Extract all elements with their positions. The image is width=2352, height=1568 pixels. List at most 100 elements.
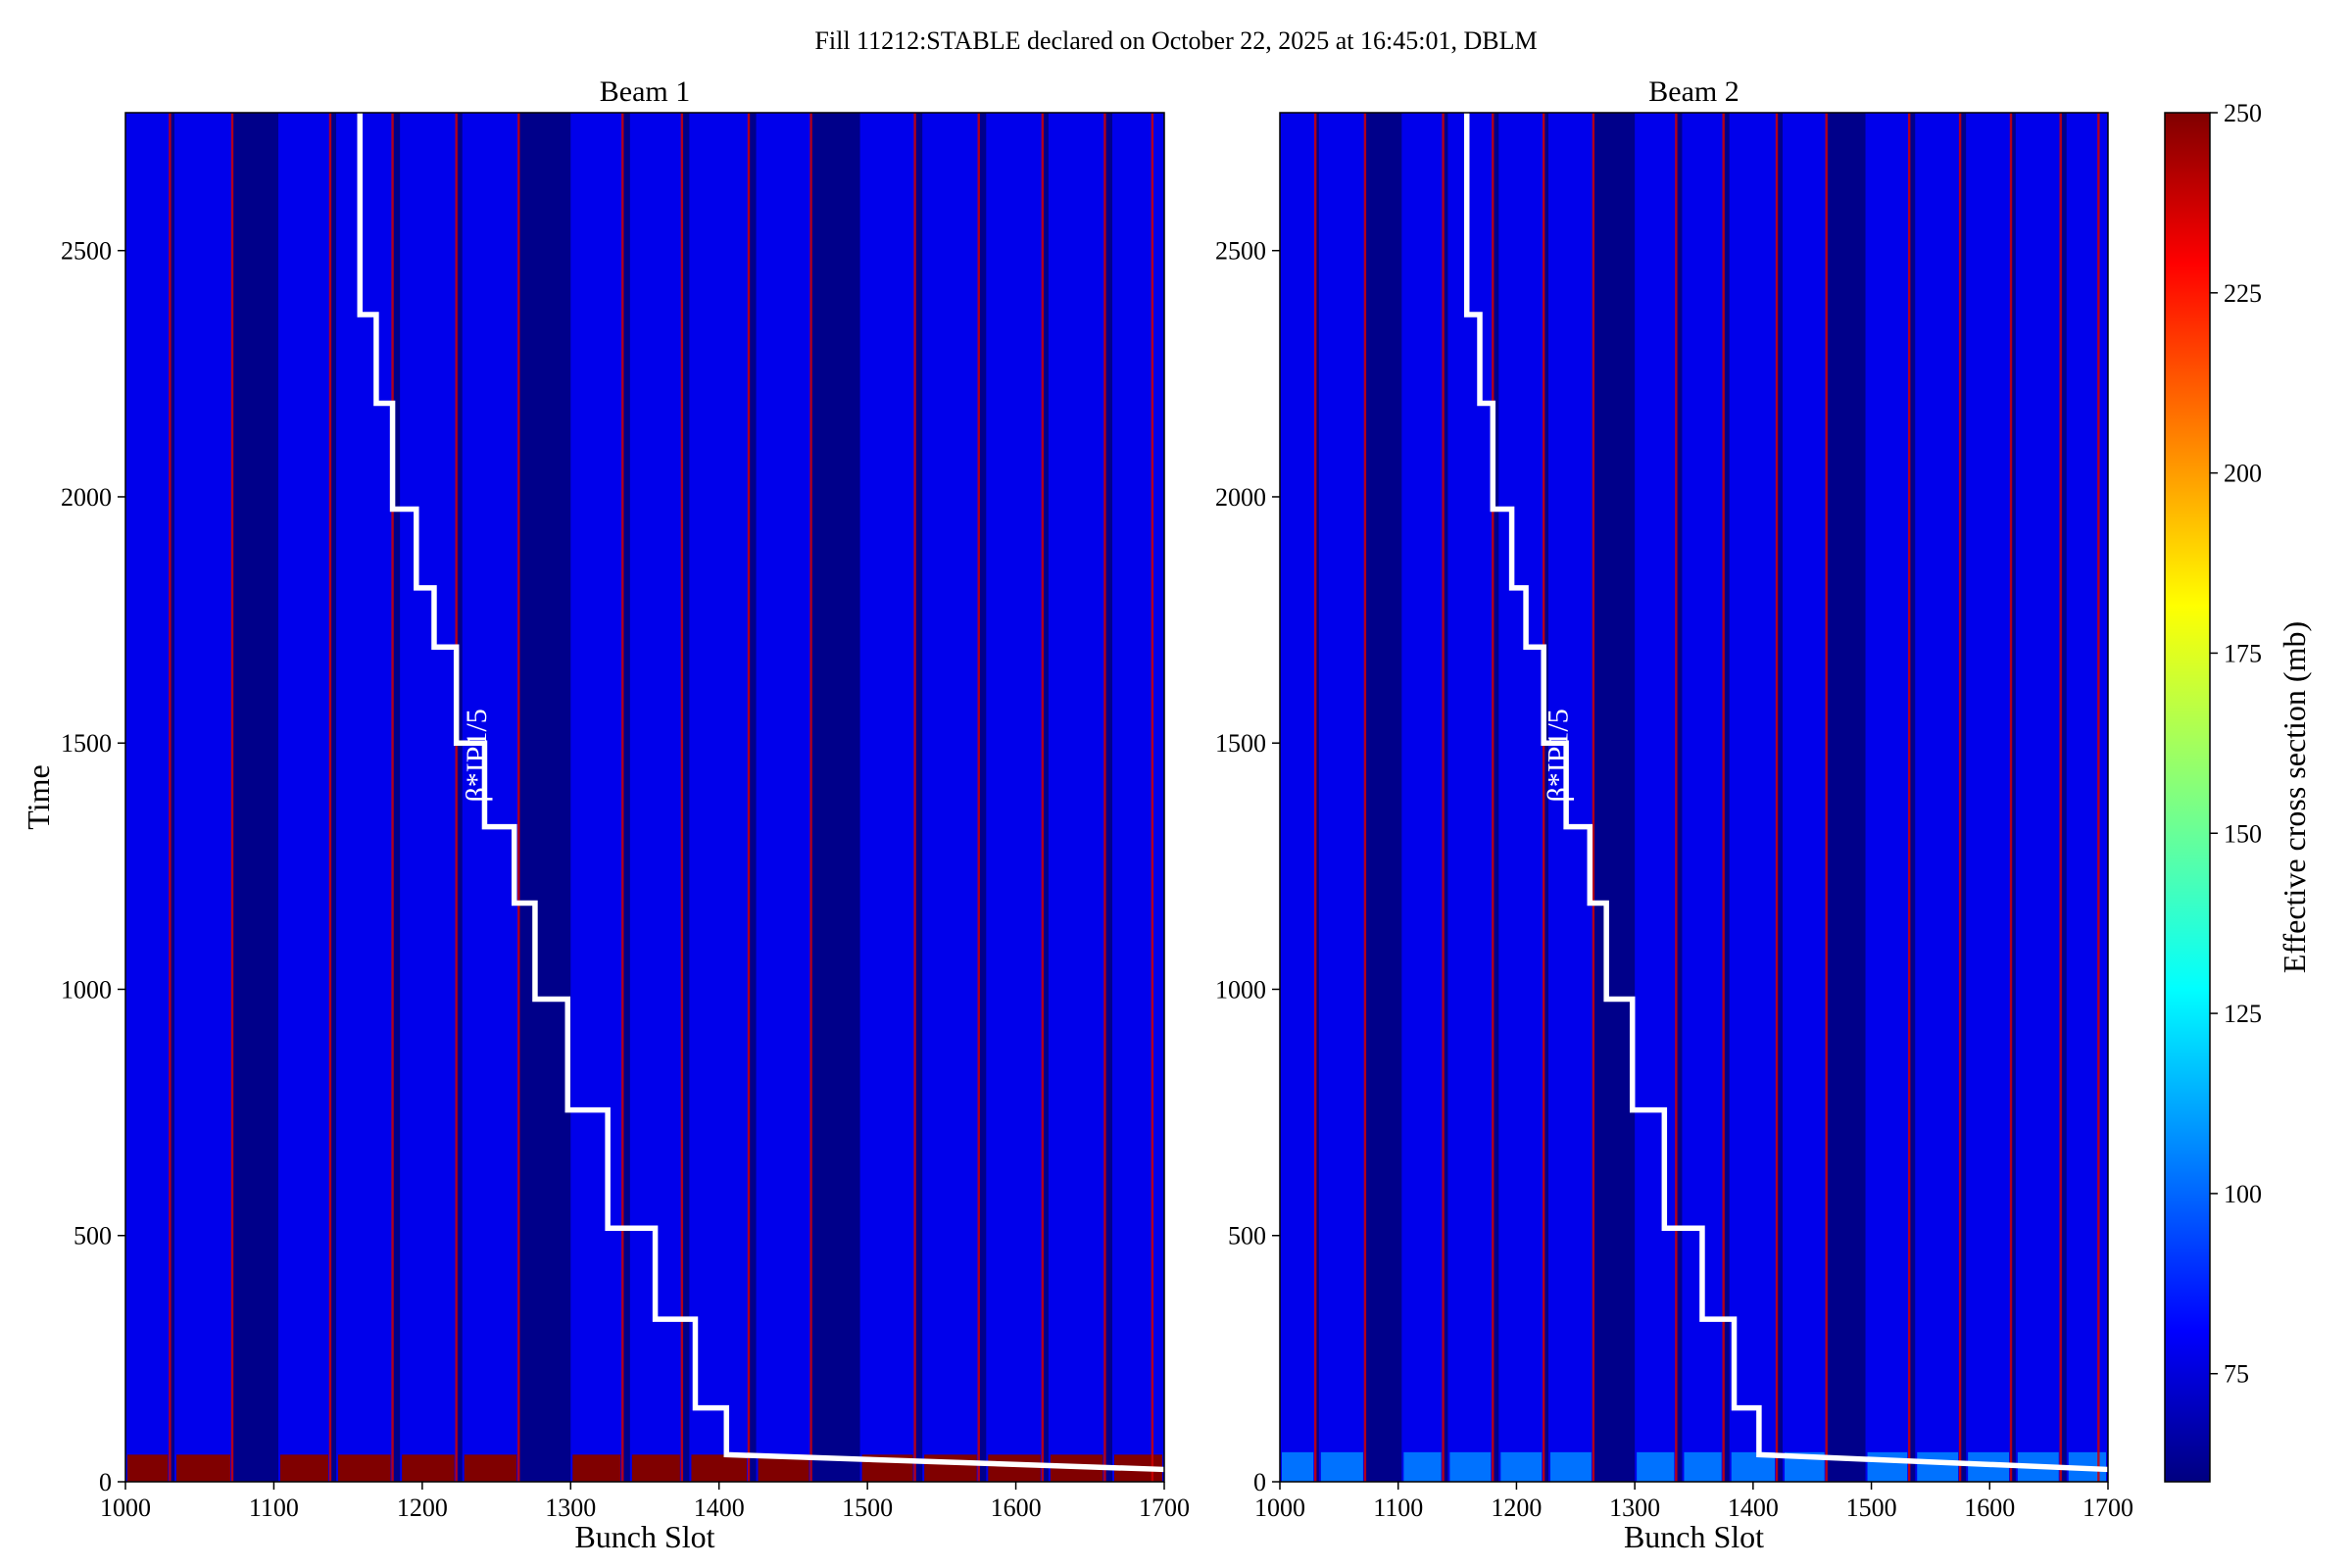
beta-star-line [357, 113, 1165, 1473]
colorbar-tick-label: 250 [2224, 99, 2262, 127]
x-tick-label: 1100 [1373, 1494, 1423, 1522]
heatmap-hot-column-5 [1542, 113, 1545, 1482]
heatmap-train-3 [1401, 113, 1444, 1482]
heatmap-injection-band-12 [924, 1454, 977, 1482]
heatmap-injection-band-6 [1550, 1451, 1592, 1482]
plot-beam-2: β*IP1/5 Beam 2 1000 1100 1200 1300 1400 1500 160… [1215, 75, 2133, 1554]
heatmap-train-12 [1915, 113, 1961, 1482]
heatmap-train-5 [1498, 113, 1544, 1482]
heatmap-hot-column-15 [1151, 113, 1154, 1482]
heatmap-hot-column-10 [1825, 113, 1828, 1482]
x-tick-label: 1200 [1491, 1494, 1542, 1522]
heatmap-injection-band-13 [988, 1454, 1041, 1482]
x-tick-label: 1200 [397, 1494, 448, 1522]
x-tick-label: 1700 [1139, 1494, 1190, 1522]
heatmap-hot-column-3 [328, 113, 332, 1482]
x-tick-label: 1400 [694, 1494, 745, 1522]
y-tick-label: 1000 [61, 975, 112, 1004]
heatmap-train-11 [859, 113, 915, 1482]
heatmap-train-6 [1548, 113, 1593, 1482]
heatmap-injection-band-5 [402, 1454, 455, 1482]
heatmap-injection-band-8 [1684, 1451, 1722, 1482]
colorbar-tick-label: 75 [2224, 1360, 2249, 1389]
heatmap-hot-column-12 [977, 113, 980, 1482]
x-tick-label: 1300 [1609, 1494, 1660, 1522]
heatmap-injection-band-1 [127, 1454, 169, 1482]
heatmap-hot-column-10 [809, 113, 812, 1482]
heatmap-train-10 [756, 113, 811, 1482]
heatmap-injection-band-5 [1500, 1451, 1543, 1482]
x-tick-label: 1100 [249, 1494, 299, 1522]
beta-star-annotation: β*IP1/5 [461, 709, 493, 802]
beta-star-line [1463, 113, 2109, 1473]
heatmap-injection-band-2 [1320, 1451, 1363, 1482]
heatmap-injection-band-1 [1282, 1451, 1314, 1482]
heatmap-hot-column-15 [2097, 113, 2100, 1482]
heatmap-hot-column-14 [2059, 113, 2062, 1482]
heatmap-injection-band-3 [1403, 1451, 1442, 1482]
x-tick-label: 1600 [991, 1494, 1042, 1522]
y-tick-label: 2000 [61, 483, 112, 512]
heatmap-hot-column-9 [747, 113, 751, 1482]
heatmap-hot-column-14 [1103, 113, 1106, 1482]
heatmap-injection-band-8 [631, 1454, 680, 1482]
heatmap-train-7 [1635, 113, 1677, 1482]
heatmap-train-4 [336, 113, 393, 1482]
colorbar-label: Effective cross section (mb) [2277, 621, 2312, 973]
y-tick-label: 2500 [1215, 237, 1266, 266]
heatmap-train-14 [2015, 113, 2061, 1482]
heatmap-train-9 [689, 113, 749, 1482]
heatmap-hot-column-7 [621, 113, 624, 1482]
heatmap-train-2 [173, 113, 233, 1482]
heatmap-injection-band-2 [175, 1454, 231, 1482]
heatmap-train-2 [1318, 113, 1365, 1482]
colorbar-tick-label: 200 [2224, 460, 2262, 488]
heatmap-hot-column-6 [1592, 113, 1595, 1482]
plot-title: Beam 2 [1648, 75, 1739, 108]
heatmap-injection-band-4 [338, 1454, 391, 1482]
heatmap-injection-band-11 [1867, 1451, 1908, 1482]
colorbar-tick-label: 225 [2224, 279, 2262, 308]
plots-group: β*IP1/5 Beam 1 1000 1100 1200 1300 1400 1500 160… [21, 75, 2133, 1554]
heatmap-train-7 [570, 113, 623, 1482]
heatmap-hot-column-2 [1363, 113, 1367, 1482]
heatmap-hot-column-5 [455, 113, 458, 1482]
heatmap-hot-column-2 [230, 113, 234, 1482]
x-tick-label: 1700 [2082, 1494, 2133, 1522]
colorbar-tick-label: 150 [2224, 819, 2262, 848]
heatmap-train-13 [986, 113, 1043, 1482]
x-tick-label: 1400 [1728, 1494, 1779, 1522]
colorbar-gradient [2164, 112, 2211, 1483]
heatmap-hot-column-6 [517, 113, 520, 1482]
heatmap-hot-column-8 [680, 113, 684, 1482]
heatmap-train-3 [277, 113, 330, 1482]
plot-beam-1: β*IP1/5 Beam 1 1000 1100 1200 1300 1400 1500 160… [21, 75, 1190, 1554]
heatmap-hot-column-12 [1958, 113, 1962, 1482]
colorbar-tick-label: 125 [2224, 1000, 2262, 1028]
heatmap-hot-column-4 [1492, 113, 1494, 1482]
x-axis-label: Bunch Slot [1624, 1519, 1764, 1554]
heatmap-train-6 [462, 113, 519, 1482]
heatmap-injection-band-6 [464, 1454, 517, 1482]
heatmap-hot-column-11 [913, 113, 916, 1482]
beta-star-annotation: β*IP1/5 [1542, 709, 1574, 802]
heatmap-hot-column-8 [1722, 113, 1725, 1482]
y-tick-label: 500 [74, 1222, 112, 1250]
x-tick-label: 1600 [1964, 1494, 2015, 1522]
x-tick-label: 1000 [1254, 1494, 1305, 1522]
x-tick-label: 1500 [1846, 1494, 1897, 1522]
y-tick-label: 2500 [61, 237, 112, 266]
y-tick-label: 1000 [1215, 975, 1266, 1004]
heatmap-hot-column-4 [391, 113, 394, 1482]
heatmap-injection-band-9 [691, 1454, 747, 1482]
heatmap-train-14 [1048, 113, 1105, 1482]
y-tick-label: 0 [1253, 1468, 1266, 1496]
heatmap-train-12 [922, 113, 979, 1482]
heatmap-train-13 [1966, 113, 2012, 1482]
colorbar-tick-label: 100 [2224, 1180, 2262, 1208]
heatmap-injection-band-12 [1917, 1451, 1959, 1482]
heatmap-hot-column-13 [1041, 113, 1045, 1482]
plot-frame [124, 112, 1165, 1483]
colorbar-tick-label: 175 [2224, 639, 2262, 667]
